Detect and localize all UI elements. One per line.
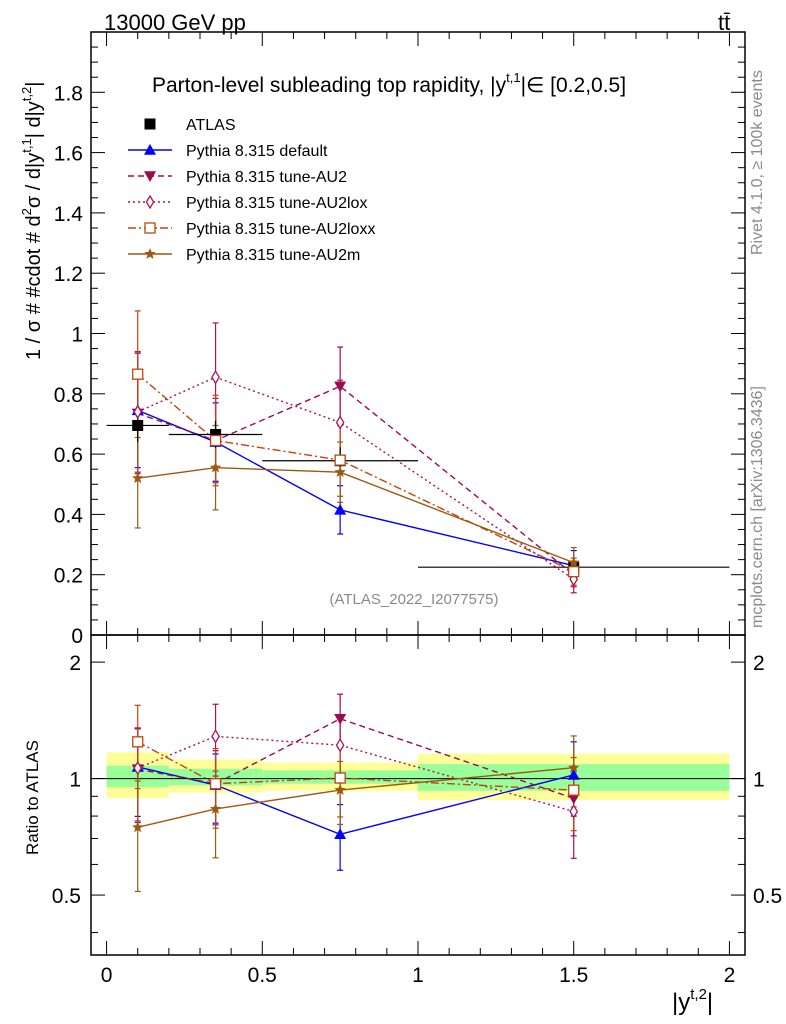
ratio-marker-pythia-8-315-default — [567, 768, 580, 780]
marker-pythia-8-315-tune-au2m — [568, 556, 580, 568]
ratio-marker-pythia-8-315-default — [334, 828, 347, 840]
y-tick-label: 1.4 — [54, 203, 84, 226]
ratio-line-pythia-8-315-tune-au2m — [137, 767, 574, 829]
ratio-series-group — [131, 693, 580, 893]
legend-marker-pythia-8-315-tune-au2lox — [145, 194, 155, 210]
x-tick-label: 0 — [101, 964, 113, 987]
ratio-marker-pythia-8-315-tune-au2loxx — [568, 784, 580, 796]
ratio-y-tick-label-right: 2 — [753, 652, 765, 675]
ratio-y-tick-label: 0.5 — [52, 885, 81, 908]
legend-label-pythia-8-315-tune-au2loxx: Pythia 8.315 tune-AU2loxx — [186, 221, 375, 238]
ratio-line-pythia-8-315-default — [137, 766, 574, 835]
series-line-pythia-8-315-default — [137, 409, 574, 567]
y-tick-label: 0.8 — [54, 384, 83, 407]
ratio-marker-pythia-8-315-tune-au2 — [567, 793, 580, 805]
legend-marker-pythia-8-315-tune-au2 — [144, 171, 156, 182]
marker-pythia-8-315-tune-au2loxx — [568, 566, 580, 578]
ratio-marker-pythia-8-315-tune-au2loxx — [209, 778, 222, 790]
x-tick-label: 1.5 — [559, 964, 588, 987]
y-tick-label: 0.4 — [54, 504, 84, 527]
y-tick-label: 1.2 — [54, 263, 83, 286]
y-tick-label: 0.6 — [54, 444, 83, 467]
ratio-marker-pythia-8-315-tune-au2m — [209, 803, 222, 814]
y-tick-label: 1.8 — [54, 82, 83, 105]
x-tick-label: 0.5 — [248, 964, 277, 987]
legend-marker-atlas — [144, 118, 156, 130]
ratio-uncertainty-bands — [106, 752, 730, 801]
series-line-pythia-8-315-tune-au2lox — [137, 376, 575, 580]
marker-pythia-8-315-tune-au2m — [209, 461, 222, 473]
series-line-pythia-8-315-tune-au2loxx — [137, 373, 575, 573]
mcplots-citation-label: mcplots.cern.ch [arXiv:1306.3436] — [749, 386, 766, 628]
chart-title: Parton-level subleading top rapidity, |y… — [152, 70, 626, 97]
ratio-y-tick-label: 1 — [69, 769, 81, 792]
ratio-marker-pythia-8-315-tune-au2loxx — [334, 772, 346, 784]
marker-pythia-8-315-tune-au2loxx — [132, 368, 144, 380]
ratio-line-pythia-8-315-tune-au2 — [137, 718, 574, 800]
x-axis-title: |yt,2| — [672, 986, 713, 1016]
marker-pythia-8-315-tune-au2m — [334, 466, 346, 477]
legend-label-pythia-8-315-default: Pythia 8.315 default — [186, 143, 328, 160]
data-point — [210, 429, 222, 441]
ratio-marker-pythia-8-315-tune-au2lox — [211, 729, 220, 744]
header-process-label: tt̄ — [718, 10, 730, 35]
x-tick-label: 2 — [724, 964, 736, 987]
ratio-marker-pythia-8-315-tune-au2m — [334, 784, 346, 795]
ratio-marker-pythia-8-315-tune-au2loxx — [132, 736, 144, 748]
y-tick-label: 0 — [71, 625, 83, 648]
y-tick-label: 1 — [71, 324, 83, 347]
ratio-y-tick-label-right: 1 — [753, 769, 765, 792]
marker-pythia-8-315-tune-au2lox — [211, 369, 220, 385]
y-axis-title: 1 / σ # #cdot # d2σ / d|yt,1| d|yt,2| — [19, 82, 45, 360]
ratio-marker-pythia-8-315-tune-au2lox — [133, 760, 143, 776]
axis-ticks: 0 0.5 1 1.5 2 0 0.2 0.4 0.6 0.8 1 1.2 1.4 1.6 1.8 0.5 0.… — [52, 32, 782, 987]
ratio-marker-pythia-8-315-tune-au2m — [568, 761, 580, 773]
legend-label-pythia-8-315-tune-au2m: Pythia 8.315 tune-AU2m — [186, 247, 360, 264]
marker-pythia-8-315-tune-au2lox — [133, 404, 143, 420]
ratio-marker-pythia-8-315-tune-au2m — [132, 821, 144, 833]
marker-pythia-8-315-tune-au2loxx — [209, 434, 222, 447]
legend-label-atlas: ATLAS — [186, 117, 236, 134]
y-tick-label: 0.2 — [54, 565, 83, 588]
legend-marker-pythia-8-315-tune-au2m — [144, 248, 156, 259]
legend-marker-pythia-8-315-default — [144, 144, 156, 155]
ratio-marker-pythia-8-315-tune-au2 — [334, 713, 347, 725]
ratio-y-axis-title: Ratio to ATLAS — [23, 740, 42, 855]
marker-pythia-8-315-tune-au2m — [132, 472, 144, 484]
analysis-watermark: (ATLAS_2022_I2077575) — [329, 591, 498, 608]
legend: ATLAS Pythia 8.315 default Pythia 8.315 tu… — [128, 117, 375, 264]
main-series-group — [106, 310, 730, 594]
y-tick-label: 1.6 — [54, 143, 83, 166]
ratio-marker-pythia-8-315-tune-au2lox — [335, 737, 345, 753]
ratio-y-tick-label-right: 0.5 — [753, 885, 782, 908]
marker-pythia-8-315-default — [334, 503, 347, 515]
header-energy-label: 13000 GeV pp — [104, 10, 246, 35]
ratio-y-tick-label: 2 — [69, 652, 81, 675]
legend-label-pythia-8-315-tune-au2: Pythia 8.315 tune-AU2 — [186, 169, 347, 186]
x-tick-label: 1 — [412, 964, 424, 987]
series-line-pythia-8-315-tune-au2m — [137, 466, 574, 564]
ratio-marker-pythia-8-315-tune-au2lox — [569, 804, 579, 819]
ratio-line-pythia-8-315-tune-au2loxx — [137, 741, 574, 791]
legend-marker-pythia-8-315-tune-au2loxx — [144, 222, 156, 234]
rivet-version-label: Rivet 4.1.0, ≥ 100k events — [749, 70, 766, 255]
series-line-pythia-8-315-tune-au2 — [137, 385, 575, 576]
data-point — [132, 419, 144, 431]
legend-label-pythia-8-315-tune-au2lox: Pythia 8.315 tune-AU2lox — [186, 195, 367, 212]
marker-pythia-8-315-tune-au2loxx — [334, 454, 346, 466]
marker-pythia-8-315-tune-au2lox — [335, 415, 345, 430]
marker-pythia-8-315-tune-au2 — [334, 381, 347, 393]
